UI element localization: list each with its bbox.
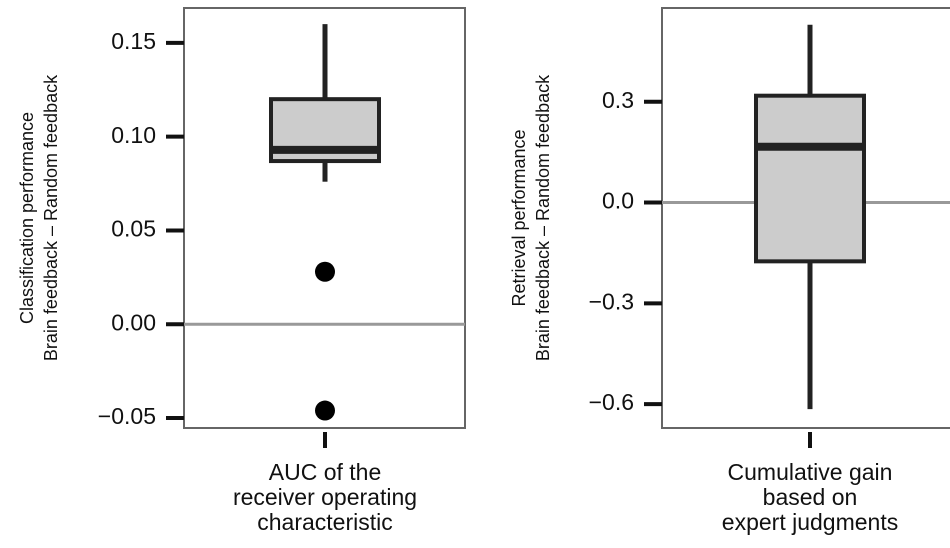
y-tick-label: 0.15 xyxy=(111,28,156,54)
y-tick-label: 0.10 xyxy=(111,122,156,148)
y-axis-label: Brain feedback – Random feedback xyxy=(41,74,61,361)
y-tick-label: 0.0 xyxy=(602,188,634,214)
y-tick-label: 0.00 xyxy=(111,309,156,335)
y-axis-label: Retrieval performance xyxy=(509,129,529,306)
plot-frame xyxy=(661,7,950,429)
outlier xyxy=(315,400,335,421)
box xyxy=(754,93,866,264)
y-axis-label: Brain feedback – Random feedback xyxy=(533,74,553,361)
x-tick-label: AUC of the receiver operating characteri… xyxy=(232,459,418,535)
y-tick-label: −0.6 xyxy=(589,389,634,415)
y-tick-label: 0.05 xyxy=(111,216,156,242)
y-axis-label: Classification performance xyxy=(17,112,37,324)
outlier xyxy=(315,261,335,282)
y-tick-label: −0.05 xyxy=(98,403,156,429)
x-tick-label: Cumulative gain based on expert judgment… xyxy=(721,459,899,535)
plot-frame xyxy=(183,7,466,429)
y-tick-label: 0.3 xyxy=(602,87,634,113)
y-tick-label: −0.3 xyxy=(589,288,634,314)
